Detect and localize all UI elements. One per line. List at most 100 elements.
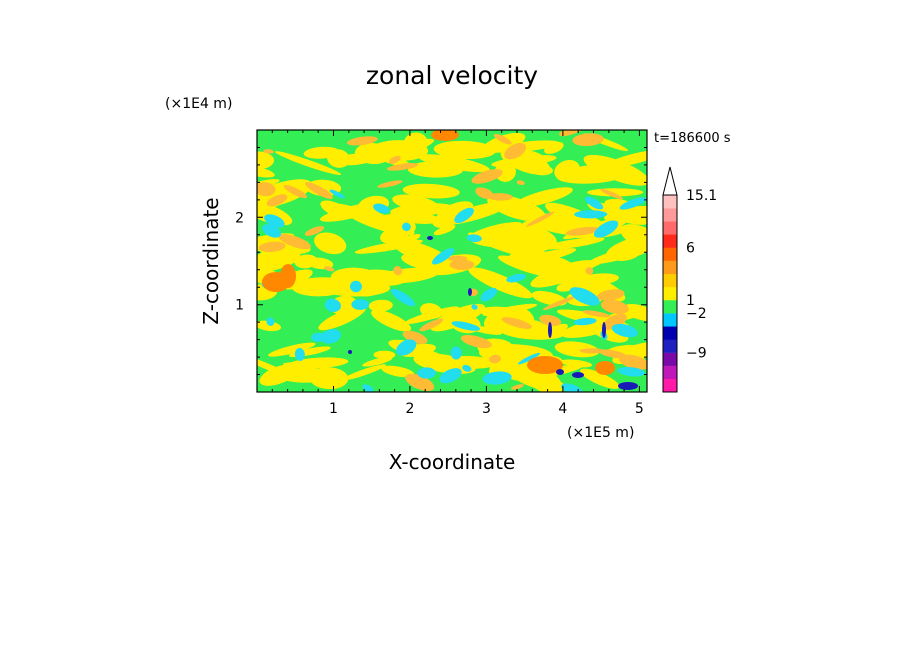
field-patch	[598, 349, 627, 359]
x-axis-label: X-coordinate	[389, 450, 516, 474]
colorbar-label: 15.1	[686, 188, 717, 204]
colorbar-label: 6	[686, 241, 695, 257]
field-patch	[392, 194, 440, 212]
field-patch	[430, 303, 486, 332]
colorbar-segment	[663, 352, 677, 366]
field-patch	[606, 235, 647, 260]
y-axis-label: Z-coordinate	[199, 197, 223, 324]
colorbar-segment	[663, 365, 677, 380]
field-patch	[542, 296, 575, 311]
x-tick-label: 3	[482, 401, 491, 417]
field-patch	[283, 184, 308, 199]
field-patch	[462, 364, 472, 372]
field-patch	[314, 232, 347, 255]
field-patch	[585, 267, 594, 275]
field-patch	[258, 241, 286, 253]
field-patch	[439, 368, 462, 384]
field-patch	[498, 255, 556, 277]
field-patch	[530, 260, 596, 288]
field-patch	[504, 142, 527, 160]
field-patch	[475, 187, 494, 200]
field-patch	[510, 384, 525, 390]
field-patch	[517, 352, 541, 365]
colorbar-segment	[663, 286, 677, 301]
field-patch	[377, 180, 403, 188]
field-patch	[483, 310, 513, 333]
colorbar-segment	[663, 378, 677, 393]
colorbar-segment	[663, 234, 677, 248]
x-tick-label: 2	[405, 401, 414, 417]
field-patch	[359, 288, 382, 297]
field-patch	[274, 151, 342, 175]
field-patch	[593, 220, 619, 238]
time-label: t=186600 s	[654, 131, 731, 146]
field-patch	[380, 225, 411, 244]
field-patch	[450, 346, 462, 360]
field-patch	[600, 188, 623, 200]
axis-tick-labels: 1 2 3 4 5 1 2	[235, 210, 644, 417]
field-patch	[556, 164, 630, 184]
field-patch	[289, 357, 349, 369]
field-patch	[548, 322, 552, 338]
field-patch	[324, 266, 335, 272]
x-tick-label: 4	[558, 401, 567, 417]
field-patch	[405, 373, 435, 392]
y-tick-label: 1	[235, 298, 244, 314]
field-patch	[471, 169, 503, 184]
field-patch	[351, 299, 370, 310]
field-patch	[600, 299, 629, 314]
colorbar-segment	[663, 221, 677, 235]
field-patch	[493, 133, 512, 145]
field-patch	[354, 269, 407, 287]
colorbar-segment	[663, 313, 677, 327]
field-patch	[542, 237, 605, 250]
field-patch	[386, 163, 419, 171]
colorbar-segment	[663, 195, 677, 209]
field-patch	[584, 196, 604, 210]
field-patch	[525, 150, 546, 162]
field-patch	[257, 151, 275, 170]
field-patch	[294, 254, 318, 269]
field-patch	[419, 318, 444, 332]
plot-frame	[256, 129, 648, 393]
field-patch	[503, 223, 557, 249]
x-unit-label: (×1E5 m)	[567, 425, 634, 441]
tick-marks	[257, 130, 647, 392]
field-patch	[431, 130, 459, 141]
field-patch	[381, 365, 415, 378]
field-patch	[572, 133, 604, 147]
field-patch	[404, 306, 460, 325]
field-patch	[396, 339, 417, 356]
colorbar-segment	[663, 326, 677, 340]
field-patch	[263, 149, 274, 154]
field-patch	[554, 341, 600, 358]
field-patch	[304, 226, 325, 236]
field-patch	[349, 280, 362, 293]
field-patch	[329, 189, 345, 199]
colorbar-labels: 15.1 6 1−2 −9	[686, 188, 717, 362]
field-patch	[460, 334, 492, 349]
field-patch	[257, 320, 282, 332]
field-patch	[606, 150, 647, 168]
field-patch	[619, 197, 647, 210]
field-patch	[403, 132, 428, 155]
field-patch	[342, 364, 387, 381]
field-patch	[574, 210, 608, 219]
field-patch	[618, 382, 638, 390]
field-patch	[573, 317, 597, 326]
colorbar-segment	[663, 260, 677, 274]
field-patch	[623, 303, 647, 322]
field-patch	[362, 356, 393, 367]
field-patch	[501, 317, 532, 329]
field-patch	[390, 288, 416, 307]
field-patch	[449, 259, 475, 270]
field-patch	[602, 322, 606, 338]
colorbar-label: −2	[686, 306, 707, 322]
field-patch	[401, 253, 454, 273]
colorbar-extend-arrow	[662, 166, 678, 196]
field-patch	[257, 250, 301, 274]
field-patch	[582, 310, 611, 318]
field-patch	[371, 309, 412, 332]
field-patch	[321, 329, 341, 344]
field-patch	[611, 323, 638, 338]
